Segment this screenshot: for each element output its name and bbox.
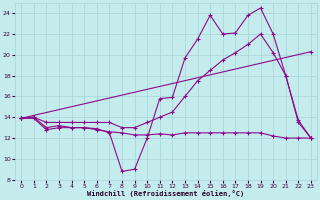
X-axis label: Windchill (Refroidissement éolien,°C): Windchill (Refroidissement éolien,°C) (87, 190, 245, 197)
